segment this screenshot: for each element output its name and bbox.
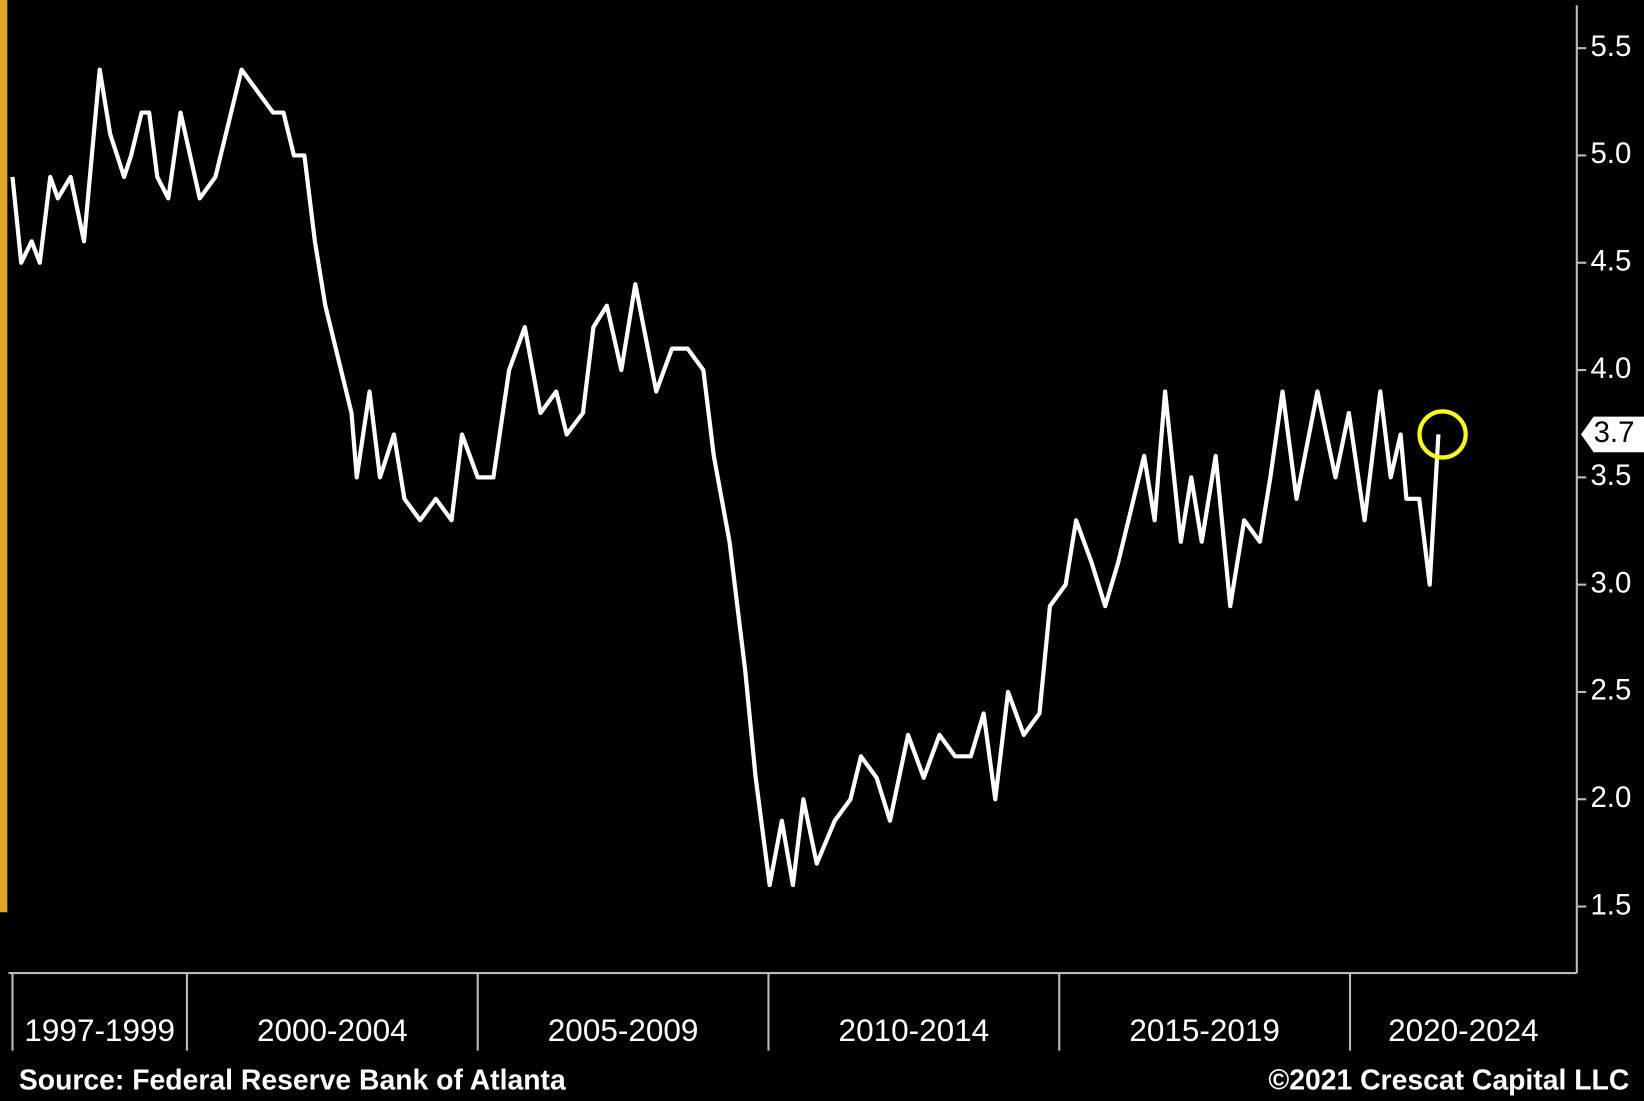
x-group-label: 2020-2024 — [1388, 1013, 1539, 1048]
copyright-note: ©2021 Crescat Capital LLC — [1268, 1065, 1629, 1097]
x-group-label: 2015-2019 — [1129, 1013, 1280, 1048]
x-group-label: 2005-2009 — [548, 1013, 699, 1048]
y-tick-label: 2.5 — [1590, 674, 1631, 707]
data-line — [10, 67, 1441, 888]
highlight-circle — [1417, 409, 1468, 460]
last-value-flag — [1581, 416, 1644, 453]
x-group-label: 1997-1999 — [24, 1013, 175, 1048]
last-value-label: 3.7 — [1594, 416, 1635, 449]
y-tick-label: 5.5 — [1590, 30, 1631, 63]
y-tick-label: 4.5 — [1590, 245, 1631, 278]
left-border — [0, 0, 8, 913]
source-note: Source: Federal Reserve Bank of Atlanta — [19, 1065, 566, 1097]
y-tick-label: 2.0 — [1590, 781, 1631, 814]
y-tick-label: 1.5 — [1590, 888, 1631, 921]
x-group-label: 2010-2014 — [839, 1013, 990, 1048]
y-tick-label: 4.0 — [1590, 352, 1631, 385]
y-tick-label: 5.0 — [1590, 137, 1631, 170]
y-tick-label: 3.0 — [1590, 566, 1631, 599]
x-group-label: 2000-2004 — [257, 1013, 408, 1048]
y-tick-label: 3.5 — [1590, 459, 1631, 492]
